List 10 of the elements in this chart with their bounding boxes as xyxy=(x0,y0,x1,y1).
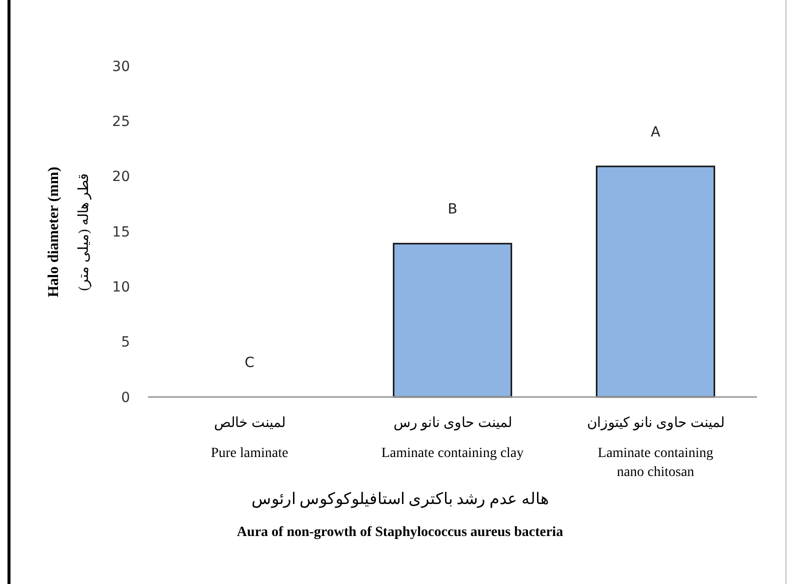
y-tick-label: 0 xyxy=(121,390,130,406)
y-tick-label: 5 xyxy=(121,334,130,351)
y-tick-label: 20 xyxy=(112,169,130,186)
y-tick-label: 15 xyxy=(112,224,130,240)
y-tick-label: 25 xyxy=(112,114,130,130)
annotation: B xyxy=(448,202,458,218)
annotation: C xyxy=(244,355,255,371)
y-tick-label: 10 xyxy=(112,280,130,296)
y-tick-label: 30 xyxy=(112,58,130,75)
annotation: A xyxy=(650,124,661,140)
